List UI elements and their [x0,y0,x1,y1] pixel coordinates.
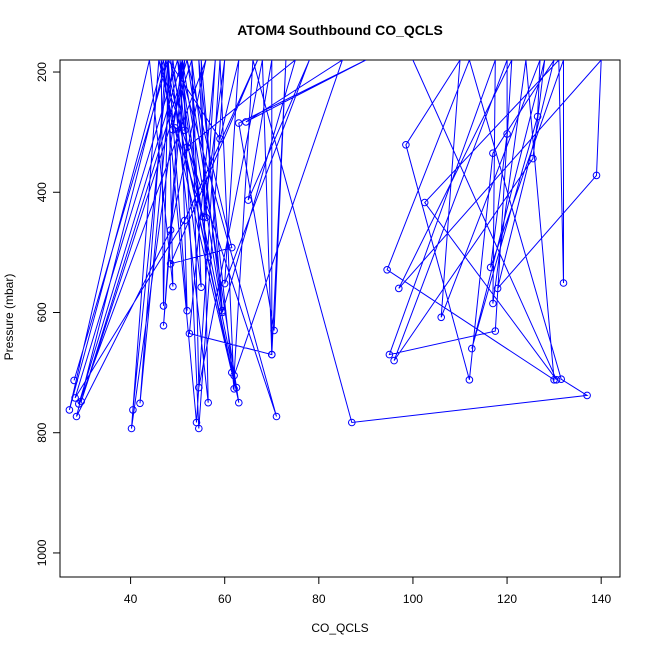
data-point [270,326,278,335]
data-point [75,400,83,408]
x-tick-label: 140 [591,592,611,606]
data-point [185,329,194,338]
data-point [592,171,601,180]
data-point [183,143,191,151]
data-point [437,313,446,322]
data-point [171,124,180,132]
data-point [552,376,561,384]
x-axis: 40 60 80 100 120 140 [124,576,612,606]
y-tick-label: 200 [35,62,49,82]
data-point [557,375,566,384]
data-point [235,119,243,127]
data-point [204,253,212,262]
x-tick-label: 60 [218,592,232,606]
data-point [390,356,398,365]
y-tick-label: 400 [35,182,49,202]
chart-title: ATOM4 Southbound CO_QCLS [237,22,443,38]
data-point [550,376,558,384]
data-point [180,216,189,225]
data-point [489,299,497,308]
x-axis-label: CO_QCLS [311,621,368,635]
y-axis: 200 400 600 800 1000 [35,62,61,566]
data-point [71,394,79,402]
data-point [244,196,252,204]
data-point [159,302,168,310]
data-point [166,260,175,268]
data-point [272,412,281,421]
x-tick-label: 120 [497,592,517,606]
data-point [183,306,191,315]
data-point [268,350,276,359]
data-point [533,112,542,121]
data-point [169,125,177,134]
data-point [136,399,144,408]
series-layer [65,60,602,433]
data-point [385,350,394,359]
data-point [230,371,238,380]
data-point [129,406,137,414]
data-point [402,141,410,149]
data-point [348,418,356,427]
data-point [468,344,476,353]
data-point [489,149,497,157]
data-point [197,283,205,292]
data-point [491,327,500,335]
data-point [65,406,74,414]
data-point [242,118,250,126]
y-tick-label: 600 [35,302,49,322]
data-point [77,397,85,406]
data-point [583,391,591,400]
y-axis-label: Pressure (mbar) [2,274,16,361]
data-point [204,398,212,407]
data-point [166,226,175,234]
x-tick-label: 80 [312,592,326,606]
data-point [235,398,243,407]
data-point [216,135,224,143]
data-point [529,154,537,163]
data-point [195,424,203,433]
data-point [218,308,227,317]
x-tick-label: 40 [124,592,138,606]
data-point [180,126,189,135]
data-point [383,266,391,274]
data-point [72,412,81,421]
data-point [70,376,78,385]
data-point [232,383,241,392]
series-line [68,60,602,429]
data-point [228,243,236,252]
data-point [127,424,136,433]
data-point [220,279,229,288]
data-point [199,213,208,221]
data-point [169,282,177,291]
y-tick-label: 800 [35,422,49,442]
y-tick-label: 1000 [35,539,49,566]
data-point [559,279,568,287]
data-point [486,263,495,272]
data-point [159,321,168,330]
data-point [195,383,203,392]
data-point [465,376,474,384]
x-tick-label: 100 [403,592,423,606]
data-point [395,284,403,293]
data-point [503,130,511,138]
data-point [493,284,502,293]
data-point [420,198,429,207]
